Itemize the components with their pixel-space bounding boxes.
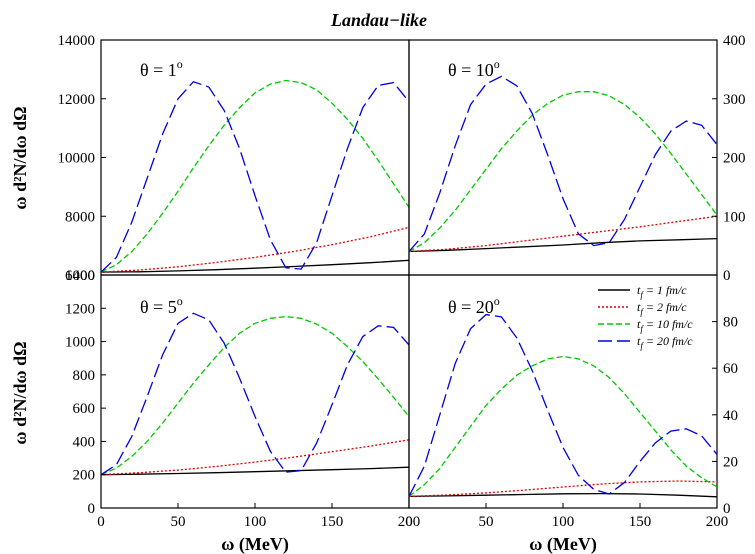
y-tick-label: 100 xyxy=(723,209,746,225)
y-tick-label: 6000 xyxy=(65,268,95,284)
y-axis-label-top: ω d²N/dω dΩ xyxy=(10,106,30,209)
legend-entry-label: tf = 10 fm/c xyxy=(637,317,693,334)
panel-label: θ = 1o xyxy=(140,57,183,80)
y-tick-label: 300 xyxy=(723,92,746,108)
panel-label: θ = 20o xyxy=(448,294,500,317)
y-tick-label: 80 xyxy=(723,315,738,331)
series-line-tf-1fmc xyxy=(408,492,718,498)
y-tick-label: 1400 xyxy=(65,268,95,284)
y-tick-label: 200 xyxy=(723,151,746,167)
series-line-tf-10fmc xyxy=(408,91,718,253)
x-tick-label: 0 xyxy=(405,514,413,530)
panel-label-degree: o xyxy=(177,57,183,71)
panel-label: θ = 10o xyxy=(448,57,500,80)
panel-bottom-right: θ = 20o 0 20 40 60 80 0 50 100 150 200 xyxy=(405,274,738,530)
x-tick-label: 0 xyxy=(97,514,105,530)
x-tick-label: 50 xyxy=(171,514,186,530)
y-tick-label: 400 xyxy=(723,33,746,49)
chart-title: Landau−like xyxy=(330,10,427,30)
panel-label: θ = 5o xyxy=(140,294,183,317)
series-line-tf-2fmc xyxy=(408,480,718,498)
y-tick-label: 200 xyxy=(73,468,96,484)
panel-label-theta: θ = 10 xyxy=(448,60,494,80)
x-tick-label: 100 xyxy=(244,514,267,530)
panel-top-left: θ = 1o 6000 8000 10000 12000 14000 xyxy=(58,33,410,284)
x-tick-label: 200 xyxy=(706,514,729,530)
series-line-tf-20fmc xyxy=(408,313,718,497)
y-tick-label: 60 xyxy=(723,361,738,377)
legend-entry-label: tf = 20 fm/c xyxy=(637,334,693,351)
series-line-tf-1fmc xyxy=(408,237,718,253)
y-tick-label: 1000 xyxy=(65,335,95,351)
y-tick-label: 10000 xyxy=(58,151,96,167)
y-tick-label: 0 xyxy=(723,268,731,284)
y-tick-label: 40 xyxy=(723,408,738,424)
x-tick-label: 150 xyxy=(321,514,344,530)
y-tick-label: 20 xyxy=(723,454,738,470)
panel-label-theta: θ = 1 xyxy=(140,60,177,80)
series-line-tf-20fmc xyxy=(100,312,410,476)
series-line-tf-2fmc xyxy=(100,226,410,273)
series-line-tf-20fmc xyxy=(408,75,718,252)
panel-label-degree: o xyxy=(494,294,500,308)
y-tick-label: 800 xyxy=(73,368,96,384)
y-tick-label: 14000 xyxy=(58,33,96,49)
y-tick-label: 8000 xyxy=(65,209,95,225)
x-tick-label: 100 xyxy=(552,514,575,530)
x-axis-label-right: ω (MeV) xyxy=(529,534,597,554)
y-tick-label: 1200 xyxy=(65,301,95,317)
legend-entry-label: tf = 2 fm/c xyxy=(637,300,687,317)
legend-entry-label: tf = 1 fm/c xyxy=(637,283,687,300)
series-line-tf-20fmc xyxy=(100,80,410,273)
x-tick-label: 150 xyxy=(629,514,652,530)
series-line-tf-1fmc xyxy=(100,259,410,273)
panel-top-right: θ = 10o 0 100 200 300 400 xyxy=(408,33,746,284)
series-line-tf-10fmc xyxy=(100,79,410,273)
series-line-tf-1fmc xyxy=(100,466,410,476)
y-axis-label-bottom: ω d²N/dω dΩ xyxy=(10,341,30,444)
series-line-tf-10fmc xyxy=(408,355,718,497)
y-tick-label: 12000 xyxy=(58,92,96,108)
panel-label-degree: o xyxy=(177,294,183,308)
x-tick-label: 50 xyxy=(479,514,494,530)
x-tick-label: 200 xyxy=(398,514,421,530)
x-axis-label-left: ω (MeV) xyxy=(221,534,289,554)
series-line-tf-2fmc xyxy=(408,215,718,253)
y-tick-label: 600 xyxy=(73,401,96,417)
panel-label-theta: θ = 5 xyxy=(140,297,177,317)
series-line-tf-10fmc xyxy=(100,315,410,476)
panel-label-theta: θ = 20 xyxy=(448,297,494,317)
y-tick-label: 0 xyxy=(88,501,96,517)
y-tick-label: 0 xyxy=(723,501,731,517)
legend: tf = 1 fm/ctf = 2 fm/ctf = 10 fm/ctf = 2… xyxy=(598,283,693,351)
panel-label-degree: o xyxy=(494,57,500,71)
y-tick-label: 400 xyxy=(73,434,96,450)
